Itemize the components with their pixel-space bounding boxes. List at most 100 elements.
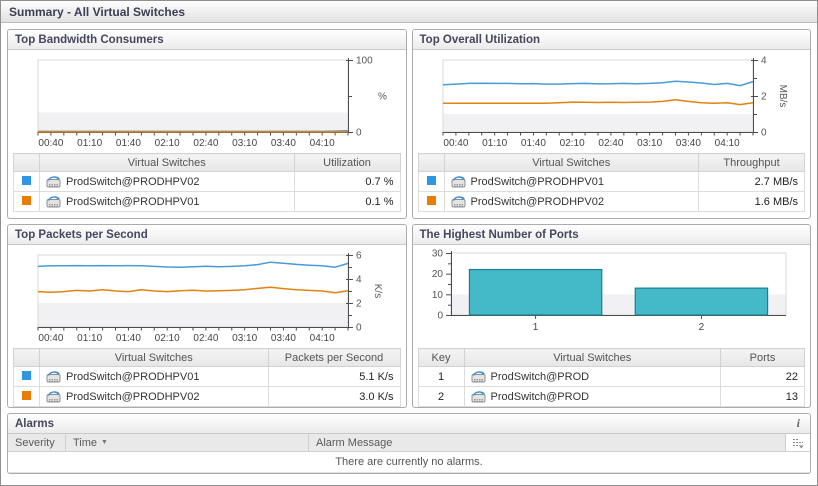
table-row[interactable]: ProdSwitch@PRODHPV02 3.0 K/s [13, 386, 401, 407]
column-header-severity[interactable]: Severity [8, 434, 66, 451]
svg-text:03:40: 03:40 [271, 138, 296, 149]
svg-text:10: 10 [431, 290, 443, 301]
svg-text:2: 2 [698, 322, 704, 333]
column-header-throughput[interactable]: Throughput [698, 153, 805, 172]
overall-utilization-table: Virtual Switches Throughput ProdSwitch@P… [417, 153, 805, 212]
panel-title: Top Bandwidth Consumers [8, 30, 406, 50]
svg-text:02:40: 02:40 [598, 138, 623, 149]
series-color-swatch [426, 195, 436, 205]
swatch-column-header [13, 153, 40, 172]
switch-name-link[interactable]: ProdSwitch@PRODHPV02 [470, 195, 604, 208]
ports-value: 22 [720, 366, 805, 387]
table-row[interactable]: ProdSwitch@PRODHPV02 0.7 % [13, 171, 401, 192]
svg-text:04:10: 04:10 [310, 333, 335, 344]
table-row[interactable]: 1 ProdSwitch@PROD 22 [417, 366, 805, 387]
alarms-panel: Alarms i Severity Time ▼ Alarm Message T… [7, 413, 811, 474]
svg-text:02:10: 02:10 [155, 138, 180, 149]
svg-text:03:40: 03:40 [675, 138, 700, 149]
ports-table: Key Virtual Switches Ports 1 ProdSwitch@… [417, 348, 805, 407]
bandwidth-consumers-table: Virtual Switches Utilization ProdSwitch@… [13, 153, 401, 212]
switch-name-link[interactable]: ProdSwitch@PROD [490, 390, 590, 403]
column-header-key[interactable]: Key [417, 348, 465, 367]
svg-text:00:40: 00:40 [38, 138, 63, 149]
switch-name-link[interactable]: ProdSwitch@PRODHPV02 [66, 175, 200, 188]
overall-utilization-chart[interactable]: 0 2 4 MB/s 00:40 01:10 01:40 02:10 02:40 03:10 03:… [413, 52, 810, 152]
ports-bar-chart[interactable]: 0 10 20 30 1 2 [413, 247, 810, 347]
switch-name-link[interactable]: ProdSwitch@PRODHPV01 [66, 370, 200, 383]
column-options-icon[interactable] [786, 434, 810, 451]
svg-text:02:40: 02:40 [193, 333, 218, 344]
utilization-value: 0.1 % [293, 191, 401, 212]
series-color-swatch [426, 175, 436, 185]
svg-text:04:10: 04:10 [714, 138, 739, 149]
throughput-value: 1.6 MB/s [698, 191, 805, 212]
svg-text:MB/s: MB/s [777, 85, 788, 108]
svg-text:20: 20 [431, 269, 443, 280]
svg-text:K/s: K/s [372, 284, 383, 298]
svg-text:4: 4 [761, 56, 767, 67]
key-value: 2 [417, 386, 465, 407]
column-header-ports[interactable]: Ports [720, 348, 805, 367]
series-color-swatch [22, 390, 31, 400]
switch-name-link[interactable]: ProdSwitch@PRODHPV02 [66, 390, 200, 403]
column-header-time[interactable]: Time ▼ [66, 434, 309, 451]
column-header-virtual-switches[interactable]: Virtual Switches [39, 153, 295, 172]
ports-value: 13 [720, 386, 805, 407]
packets-value: 3.0 K/s [267, 386, 401, 407]
virtual-switch-icon [451, 176, 465, 188]
alarms-header: Alarms i [8, 414, 810, 434]
svg-text:02:40: 02:40 [193, 138, 218, 149]
svg-text:01:10: 01:10 [482, 138, 507, 149]
swatch-column-header [13, 348, 40, 367]
switch-name-link[interactable]: ProdSwitch@PRODHPV01 [66, 195, 200, 208]
utilization-value: 0.7 % [293, 171, 401, 192]
page-title: Summary - All Virtual Switches [1, 1, 817, 23]
svg-text:01:10: 01:10 [77, 138, 102, 149]
panel-top-bandwidth-consumers: Top Bandwidth Consumers 0 100% 00:40 01:10 0… [7, 29, 407, 219]
panel-title: Top Overall Utilization [412, 30, 810, 50]
svg-text:01:10: 01:10 [77, 333, 102, 344]
svg-text:100: 100 [356, 56, 373, 67]
switch-name-link[interactable]: ProdSwitch@PRODHPV01 [470, 175, 604, 188]
column-header-utilization[interactable]: Utilization [293, 153, 401, 172]
svg-text:2: 2 [356, 299, 362, 310]
virtual-switch-icon [471, 391, 485, 403]
column-header-virtual-switches[interactable]: Virtual Switches [463, 348, 721, 367]
swatch-column-header [417, 153, 445, 172]
svg-text:01:40: 01:40 [116, 333, 141, 344]
packets-per-second-table: Virtual Switches Packets per Second Prod… [13, 348, 401, 407]
panel-title: Top Packets per Second [8, 225, 406, 245]
column-header-virtual-switches[interactable]: Virtual Switches [443, 153, 699, 172]
table-row[interactable]: ProdSwitch@PRODHPV01 5.1 K/s [13, 366, 401, 387]
info-icon[interactable]: i [796, 416, 800, 430]
svg-text:2: 2 [761, 92, 767, 103]
sort-desc-icon: ▼ [101, 439, 108, 446]
panel-top-overall-utilization: Top Overall Utilization 0 2 4 MB/s 00:40 01:1… [411, 29, 811, 219]
svg-text:03:10: 03:10 [637, 138, 662, 149]
column-header-packets-per-second[interactable]: Packets per Second [267, 348, 401, 367]
packets-per-second-chart[interactable]: 0 2 4 6 K/s 00:40 01:10 01:40 02:10 02:40 03:10 03:… [8, 247, 405, 347]
alarms-table-header: Severity Time ▼ Alarm Message [8, 434, 810, 452]
table-row[interactable]: ProdSwitch@PRODHPV01 2.7 MB/s [417, 171, 805, 192]
table-row[interactable]: ProdSwitch@PRODHPV02 1.6 MB/s [417, 191, 805, 212]
key-value: 1 [417, 366, 465, 387]
svg-text:02:10: 02:10 [559, 138, 584, 149]
panel-top-packets-per-second: Top Packets per Second 0 2 4 6 K/s 00:40 01:10… [7, 224, 407, 408]
column-header-virtual-switches[interactable]: Virtual Switches [39, 348, 269, 367]
virtual-switch-icon [451, 196, 465, 208]
table-row[interactable]: 2 ProdSwitch@PROD 13 [417, 386, 805, 407]
virtual-switch-icon [46, 391, 61, 403]
svg-text:0: 0 [437, 311, 443, 322]
virtual-switch-icon [46, 196, 61, 208]
table-row[interactable]: ProdSwitch@PRODHPV01 0.1 % [13, 191, 401, 212]
svg-text:%: % [378, 92, 387, 103]
svg-text:02:10: 02:10 [155, 333, 180, 344]
alarms-title: Alarms [15, 417, 54, 430]
column-header-alarm-message[interactable]: Alarm Message [309, 434, 786, 451]
switch-name-link[interactable]: ProdSwitch@PROD [490, 370, 590, 383]
bandwidth-consumers-chart[interactable]: 0 100% 00:40 01:10 01:40 02:10 02:40 03:10 03:40… [8, 52, 405, 152]
alarms-empty-message: There are currently no alarms. [8, 452, 810, 473]
packets-value: 5.1 K/s [267, 366, 401, 387]
svg-text:04:10: 04:10 [310, 138, 335, 149]
